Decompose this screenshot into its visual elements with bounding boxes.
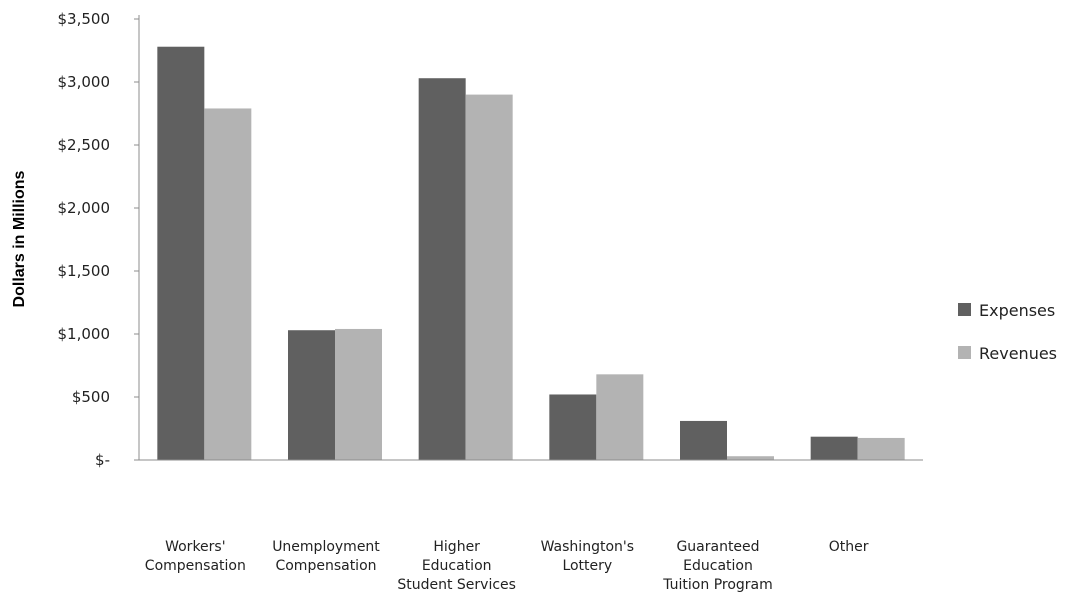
y-tick-label: $1,000 [58, 325, 111, 343]
category-label: Washington's Lottery [541, 539, 634, 574]
bar-revenues-0 [204, 108, 252, 461]
y-tick-label: $3,000 [58, 73, 111, 91]
category-label-line: Washington's [541, 539, 634, 555]
category-label: Unemployment Compensation [272, 539, 380, 574]
category-label: Workers' Compensation [145, 539, 246, 574]
y-tick-label: $1,500 [58, 262, 111, 280]
bar-revenues-3 [596, 374, 644, 460]
category-label-line: Higher [433, 539, 480, 555]
bar-revenues-5 [857, 437, 905, 460]
category-label-line: Guaranteed [676, 539, 759, 555]
y-tick-label: $2,500 [58, 136, 111, 154]
category-label: Higher Education Student Services [397, 539, 516, 593]
category-label-line: Compensation [275, 558, 376, 574]
bar-expenses-4 [680, 420, 727, 460]
y-tick-labels: $- $500 $1,000 $1,500 $2,000 $2,500 $3,000 $3,5… [58, 10, 139, 469]
bar-expenses-5 [810, 436, 858, 460]
category-labels: Workers' Compensation Unemployment Compensa… [145, 539, 869, 593]
bars-layer [157, 46, 905, 461]
category-label: Other [829, 539, 869, 555]
bar-revenues-4 [727, 456, 774, 460]
y-tick-label: $500 [72, 388, 110, 406]
legend: Expenses Revenues [958, 301, 1057, 363]
category-label-line: Tuition Program [662, 577, 773, 593]
y-tick-label: $3,500 [58, 10, 111, 28]
axes-layer [138, 15, 923, 461]
category-label-line: Workers' [165, 539, 225, 555]
legend-swatch-expenses [958, 303, 971, 316]
bar-expenses-0 [157, 46, 205, 460]
category-label-line: Unemployment [272, 539, 380, 555]
category-label-line: Other [829, 539, 869, 555]
legend-label-expenses: Expenses [979, 301, 1055, 320]
y-tick-label: $2,000 [58, 199, 111, 217]
bar-expenses-2 [418, 78, 466, 460]
bar-revenues-1 [335, 328, 382, 460]
y-axis-title: Dollars in Millions [11, 170, 28, 307]
legend-label-revenues: Revenues [979, 344, 1057, 363]
y-tick-label: $- [95, 451, 110, 469]
bar-revenues-2 [465, 94, 513, 460]
category-label: Guaranteed Education Tuition Program [662, 539, 773, 593]
category-label-line: Student Services [397, 577, 516, 593]
bar-expenses-1 [288, 330, 335, 460]
category-label-line: Compensation [145, 558, 246, 574]
category-label-line: Education [683, 558, 753, 574]
legend-swatch-revenues [958, 346, 971, 359]
category-label-line: Education [422, 558, 492, 574]
category-label-line: Lottery [562, 558, 612, 574]
bar-expenses-3 [549, 394, 597, 460]
